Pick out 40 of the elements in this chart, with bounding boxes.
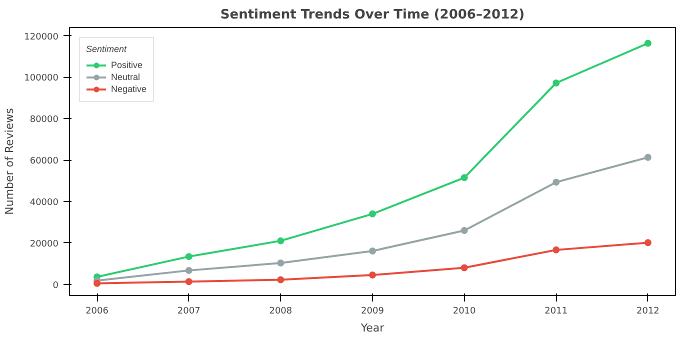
point <box>644 154 652 161</box>
legend-title: Sentiment <box>86 44 128 54</box>
y-tick-label: 80000 <box>30 115 59 126</box>
point <box>460 264 468 272</box>
point <box>552 178 560 186</box>
point <box>369 272 376 278</box>
x-tick-label: 2006 <box>86 306 109 316</box>
legend-label: Neutral <box>111 71 140 83</box>
point <box>552 80 560 86</box>
x-tick-label: 2010 <box>452 306 476 316</box>
x-tick-label: 2011 <box>544 306 568 316</box>
legend-label: Positive <box>111 59 143 71</box>
x-tick-label: 2012 <box>636 306 660 316</box>
chart-title: Sentiment Trends Over Time (2006–2012) <box>220 8 525 22</box>
y-tick-label: 60000 <box>30 156 59 167</box>
x-tick-label: 2007 <box>177 306 200 316</box>
point <box>369 210 376 218</box>
y-tick-label: 100000 <box>24 74 59 84</box>
point <box>460 226 468 234</box>
y-tick-label: 40000 <box>30 198 59 208</box>
point <box>185 266 192 274</box>
y-tick-label: 120000 <box>24 32 59 42</box>
x-tick-label: 2008 <box>269 306 292 316</box>
point <box>94 280 101 287</box>
y-axis-title: Number of Reviews <box>3 108 16 215</box>
point <box>644 239 652 246</box>
point <box>644 40 652 47</box>
point <box>460 174 468 182</box>
point <box>277 276 284 284</box>
point <box>552 246 560 254</box>
point <box>185 253 192 260</box>
legend-label: Negative <box>111 83 147 95</box>
point <box>185 278 192 286</box>
point <box>369 247 376 254</box>
y-tick-label: 20000 <box>30 239 59 250</box>
x-tick-label: 2009 <box>361 306 384 316</box>
y-tick-label: 0 <box>52 280 59 291</box>
x-axis-title: Year <box>360 322 385 334</box>
point <box>277 259 284 266</box>
point <box>277 237 284 244</box>
